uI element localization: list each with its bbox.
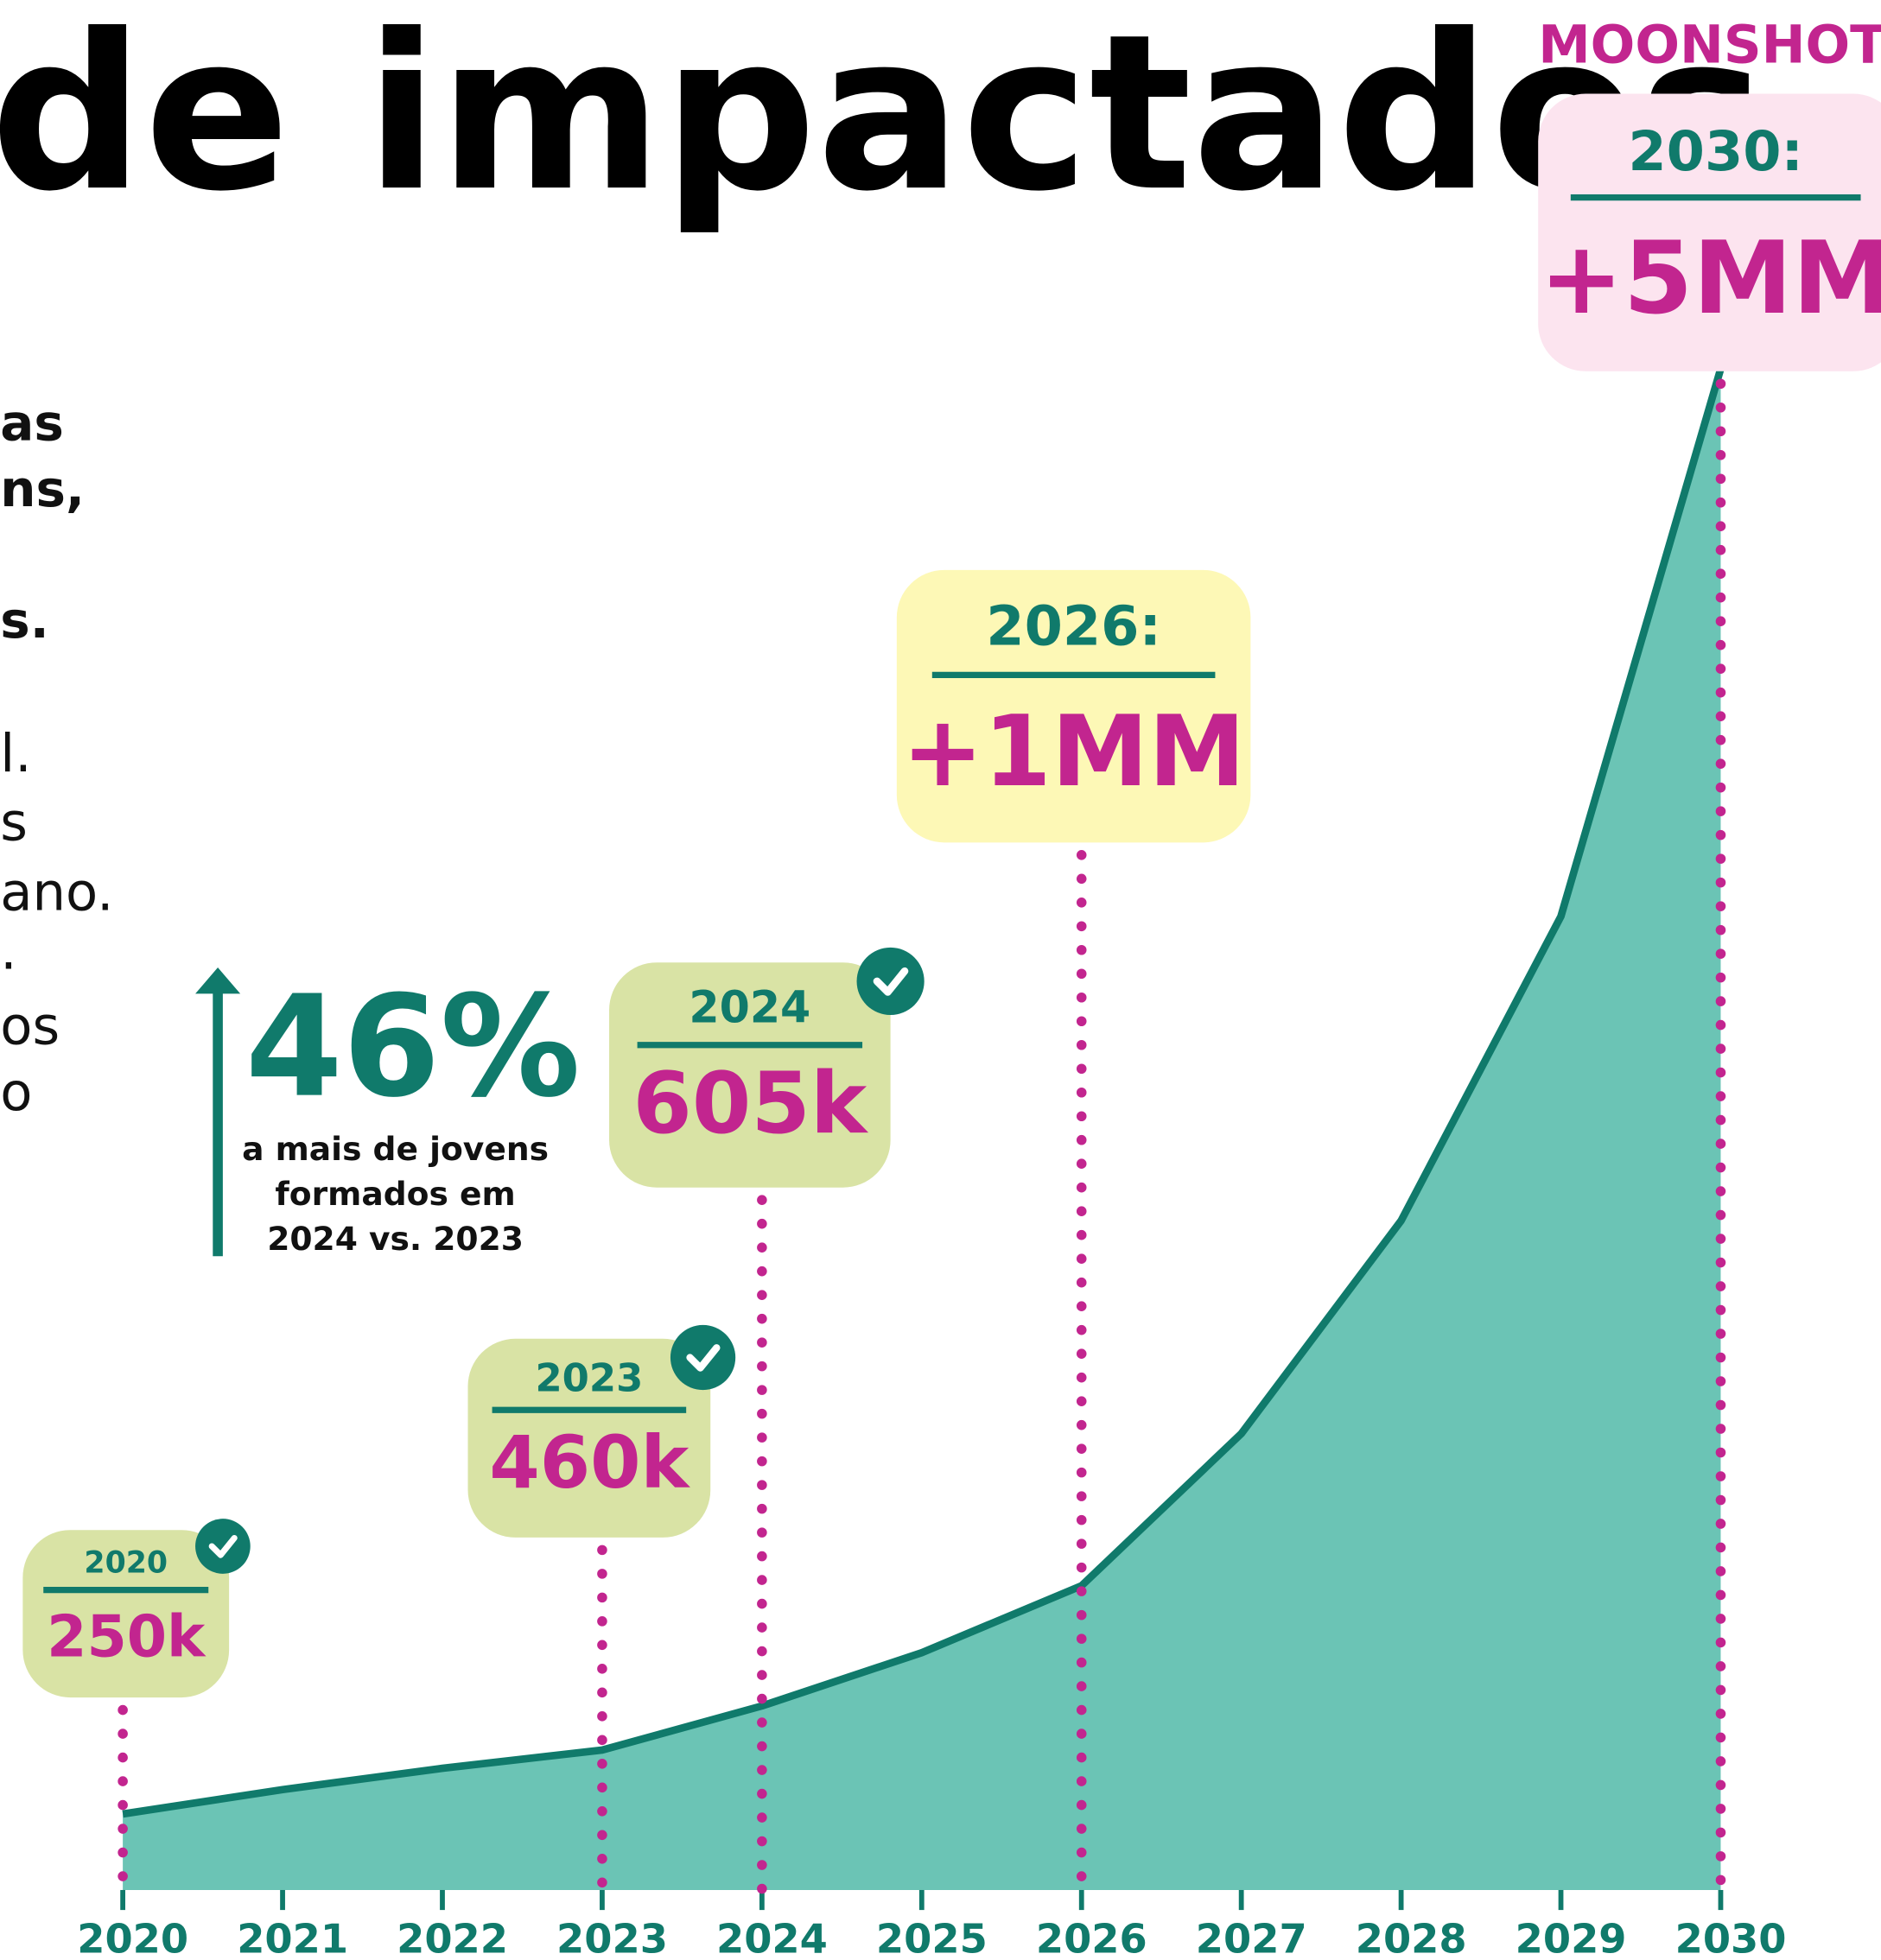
annotation-value: +1MM — [902, 695, 1246, 809]
x-tick-label: 2023 — [556, 1915, 668, 1960]
x-tick-label: 2022 — [397, 1915, 508, 1960]
page-title: de impactados — [0, 0, 1767, 238]
callout-value: 46% — [245, 967, 581, 1129]
x-tick-label: 2030 — [1675, 1915, 1787, 1960]
annotation-year: 2024 — [689, 982, 810, 1033]
annotation-value: 250k — [47, 1602, 207, 1670]
annotation-year: 2020 — [84, 1545, 168, 1580]
annotation-value: 605k — [632, 1055, 868, 1153]
side-text: o — [0, 1062, 32, 1123]
x-tick-label: 2021 — [237, 1915, 348, 1960]
side-text: . — [0, 921, 16, 981]
check-mark — [873, 967, 909, 996]
x-tick-label: 2029 — [1516, 1915, 1627, 1960]
side-text: ano. — [0, 862, 113, 923]
area-line — [122, 367, 1725, 1818]
check-badge — [856, 947, 925, 1016]
moonshot-label: MOONSHOT — [1538, 15, 1881, 75]
callout-text: 2024 vs. 2023 — [267, 1220, 524, 1258]
check-badge — [195, 1519, 251, 1574]
x-tick-label: 2028 — [1356, 1915, 1467, 1960]
annotation-value: +5MM — [1540, 221, 1881, 337]
annotation-box — [1538, 93, 1881, 371]
callout-text: formados em — [275, 1175, 515, 1213]
check-mark — [208, 1534, 238, 1558]
side-text: as — [0, 393, 64, 452]
annotation-box — [609, 962, 891, 1188]
check-badge — [670, 1324, 736, 1391]
area — [123, 368, 1721, 1890]
annotation-value: 460k — [489, 1420, 690, 1505]
side-text: s — [0, 792, 28, 853]
side-text: s. — [0, 591, 48, 650]
x-tick-label: 2027 — [1196, 1915, 1307, 1960]
x-tick-label: 2025 — [876, 1915, 988, 1960]
annotation-box — [22, 1530, 230, 1698]
side-text: l. — [0, 724, 31, 784]
annotation-year: 2026: — [986, 595, 1161, 659]
annotation-year: 2023 — [535, 1355, 643, 1401]
callout-text: a mais de jovens — [242, 1130, 549, 1168]
x-tick-label: 2026 — [1036, 1915, 1147, 1960]
x-tick-label: 2020 — [77, 1915, 188, 1960]
side-text: os — [0, 996, 60, 1056]
check-mark — [686, 1344, 721, 1372]
side-text: ns, — [0, 460, 85, 518]
annotation-year: 2030: — [1628, 120, 1803, 184]
arrow-head — [195, 967, 241, 994]
annotation-box — [896, 569, 1251, 843]
x-tick-label: 2024 — [716, 1915, 828, 1960]
annotation-box — [467, 1338, 711, 1538]
